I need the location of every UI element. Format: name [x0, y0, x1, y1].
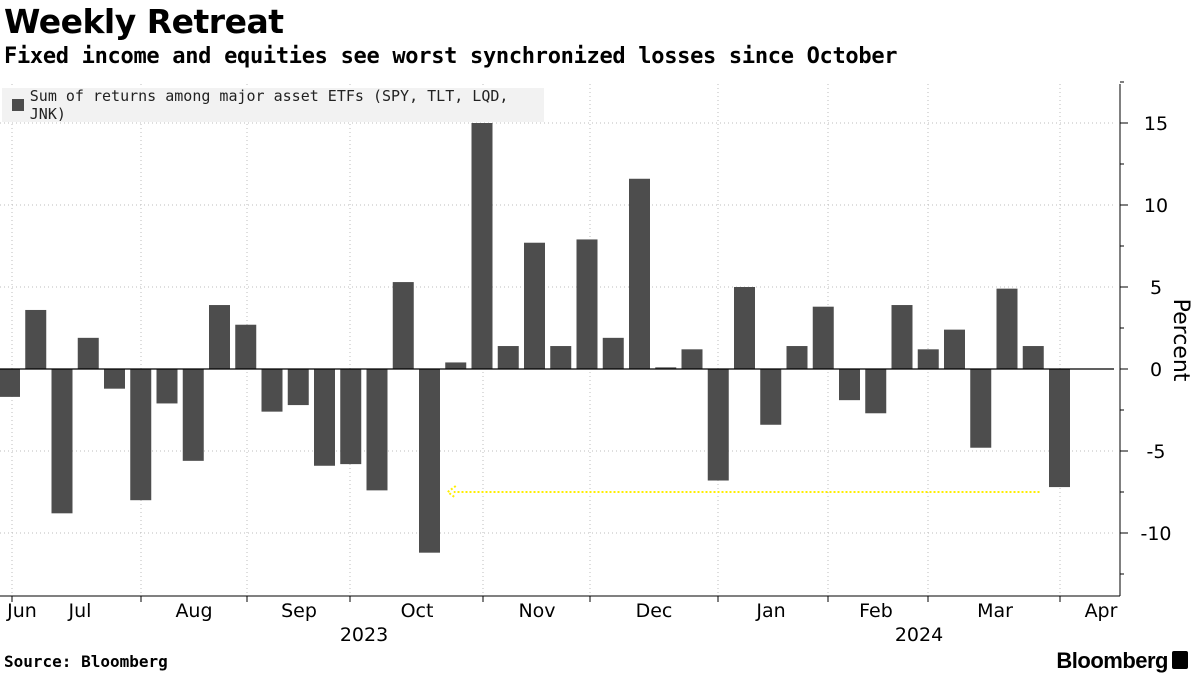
y-tick-label: 15: [1144, 113, 1168, 135]
annotation-arrow: [446, 485, 1040, 499]
bloomberg-icon: [1172, 651, 1188, 669]
legend: Sum of returns among major asset ETFs (S…: [2, 87, 544, 123]
bar: [1049, 369, 1070, 488]
x-month-label: Jan: [755, 600, 785, 622]
y-tick-label: 5: [1150, 277, 1162, 299]
bar: [865, 369, 887, 414]
bar: [550, 346, 572, 369]
x-month-label: Oct: [401, 600, 434, 622]
annotation-arrowhead: [446, 485, 457, 499]
bar: [576, 239, 598, 369]
bar: [314, 369, 335, 466]
x-month-label: Mar: [977, 600, 1013, 622]
bar: [734, 287, 755, 369]
bar: [235, 324, 257, 369]
bar: [655, 367, 677, 369]
bar: [77, 337, 99, 369]
chart-subtitle: Fixed income and equities see worst sync…: [4, 44, 898, 69]
bar: [419, 369, 440, 553]
bar: [760, 369, 782, 425]
x-month-label: Apr: [1085, 600, 1118, 622]
x-month-label: Jul: [68, 600, 92, 622]
bar: [944, 329, 965, 369]
y-tick-label: -10: [1140, 523, 1171, 545]
x-month-label: Jun: [6, 600, 37, 622]
bar: [707, 369, 729, 481]
x-month-label: Aug: [175, 600, 212, 622]
source-note: Source: Bloomberg: [4, 652, 168, 671]
bar: [51, 369, 73, 514]
chart-title: Weekly Retreat: [4, 2, 284, 41]
bar: [287, 369, 309, 406]
x-month-label: Dec: [636, 600, 673, 622]
bar: [392, 282, 414, 369]
bar: [629, 178, 650, 369]
bar: [996, 288, 1018, 369]
brand-logo: Bloomberg: [1056, 648, 1168, 673]
bar: [130, 369, 152, 501]
bar-series: [0, 123, 1070, 553]
x-month-label: Sep: [281, 600, 317, 622]
bar: [209, 305, 230, 369]
bar: [917, 349, 939, 369]
x-year-label: 2024: [895, 624, 943, 646]
y-tick-label: 0: [1150, 359, 1162, 381]
bar: [812, 306, 834, 369]
y-tick-label: 10: [1144, 195, 1168, 217]
y-axis-label: Percent: [1168, 299, 1193, 382]
bar: [786, 346, 808, 369]
bar: [25, 309, 47, 369]
bar: [1022, 346, 1044, 369]
y-tick-label: -5: [1147, 441, 1166, 463]
bar: [182, 369, 204, 461]
bar: [970, 369, 992, 448]
bar: [839, 369, 860, 401]
x-year-label: 2023: [340, 624, 388, 646]
legend-label: Sum of returns among major asset ETFs (S…: [29, 87, 509, 123]
bar: [891, 305, 913, 369]
bar: [497, 346, 519, 369]
legend-swatch: [12, 99, 24, 111]
bar: [524, 242, 545, 369]
bar: [261, 369, 283, 412]
bar: [602, 337, 624, 369]
bar: [104, 369, 125, 389]
axes: 15 10 5 0 -5 -10 Percent Jun Jul Aug Sep Oct Nov Dec J…: [0, 81, 1193, 646]
bar: [681, 349, 703, 369]
bar: [340, 369, 362, 465]
bar: [445, 362, 467, 369]
bar: [366, 369, 388, 491]
bar: [471, 123, 493, 369]
x-month-label: Nov: [518, 600, 555, 622]
bar: [0, 369, 20, 397]
x-month-label: Feb: [859, 600, 893, 622]
bar: [156, 369, 178, 404]
